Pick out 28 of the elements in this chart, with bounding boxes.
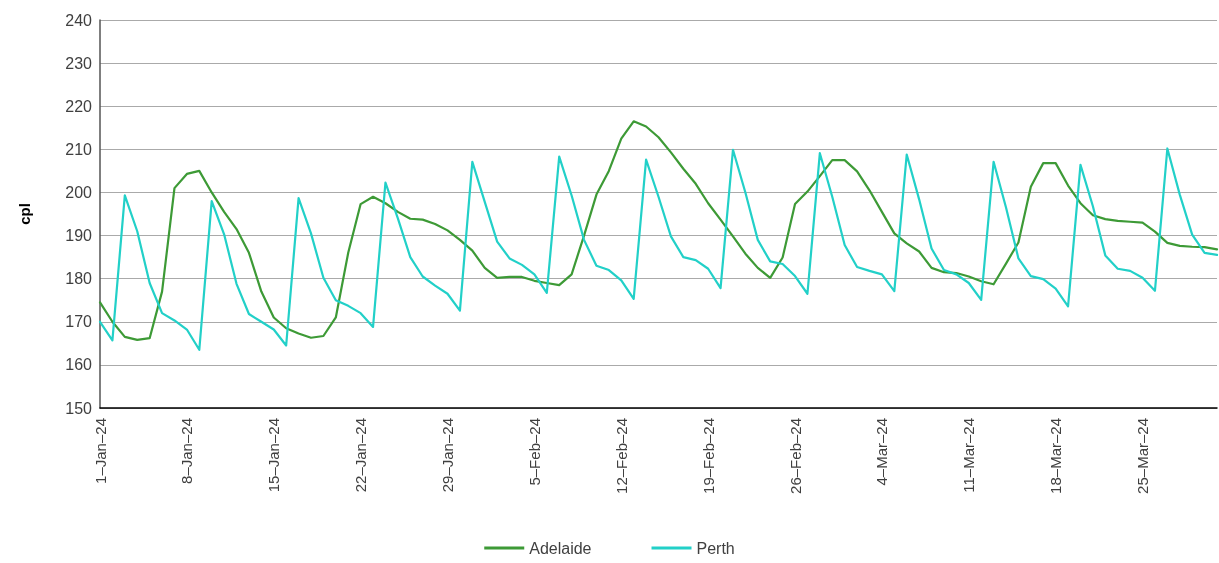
y-tick-label: 200	[65, 183, 93, 201]
y-tick-label: 220	[65, 97, 93, 115]
y-tick-label: 170	[65, 313, 93, 331]
y-tick-label: 180	[65, 270, 93, 288]
x-tick-label: 11–Mar–24	[960, 418, 978, 493]
x-tick-label: 5–Feb–24	[525, 418, 543, 486]
x-tick-label: 25–Mar–24	[1134, 418, 1152, 494]
x-tick-label: 15–Jan–24	[265, 418, 283, 493]
y-tick-label: 150	[65, 399, 93, 417]
x-tick-label: 1–Jan–24	[91, 418, 109, 484]
x-tick-label: 22–Jan–24	[352, 418, 370, 493]
y-tick-label: 210	[65, 140, 93, 158]
line-series	[98, 147, 1219, 351]
legend-label: Perth	[696, 539, 735, 557]
y-tick-label: 230	[65, 54, 93, 72]
x-tick-label: 26–Feb–24	[786, 418, 804, 494]
x-tick-label: 19–Feb–24	[699, 418, 717, 494]
y-tick-label: 190	[65, 227, 93, 245]
x-tick-label: 4–Mar–24	[873, 418, 891, 486]
x-tick-label: 18–Mar–24	[1047, 418, 1065, 494]
x-tick-label: 29–Jan–24	[439, 418, 457, 493]
legend-label: Adelaide	[529, 539, 592, 557]
x-tick-label: 12–Feb–24	[612, 418, 630, 494]
x-tick-label: 8–Jan–24	[178, 418, 196, 484]
y-tick-label: 160	[65, 356, 93, 374]
y-tick-label: 240	[65, 11, 93, 29]
line-series	[98, 120, 1219, 341]
y-axis-title: cpl	[16, 203, 33, 225]
